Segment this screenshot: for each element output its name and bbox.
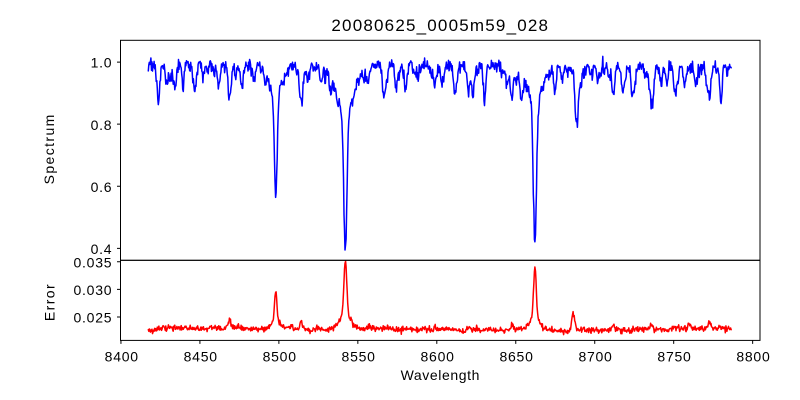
svg-text:8550: 8550: [342, 349, 376, 365]
svg-text:8750: 8750: [657, 349, 691, 365]
svg-text:0.6: 0.6: [91, 179, 113, 195]
svg-text:8450: 8450: [184, 349, 218, 365]
svg-text:Spectrum: Spectrum: [41, 113, 57, 184]
svg-text:1.0: 1.0: [91, 55, 113, 71]
svg-text:Error: Error: [42, 283, 58, 321]
svg-text:20080625_0005m59_028: 20080625_0005m59_028: [331, 16, 549, 35]
svg-text:0.8: 0.8: [91, 117, 113, 133]
svg-text:0.035: 0.035: [74, 254, 113, 270]
svg-text:8600: 8600: [421, 349, 455, 365]
svg-text:0.030: 0.030: [74, 282, 113, 298]
svg-text:8800: 8800: [736, 349, 770, 365]
svg-text:0.025: 0.025: [74, 310, 113, 326]
svg-text:8500: 8500: [263, 349, 297, 365]
svg-text:8650: 8650: [499, 349, 533, 365]
svg-text:8700: 8700: [578, 349, 612, 365]
svg-text:8400: 8400: [105, 349, 139, 365]
svg-text:Wavelength: Wavelength: [401, 367, 480, 383]
svg-text:0.4: 0.4: [91, 241, 113, 257]
